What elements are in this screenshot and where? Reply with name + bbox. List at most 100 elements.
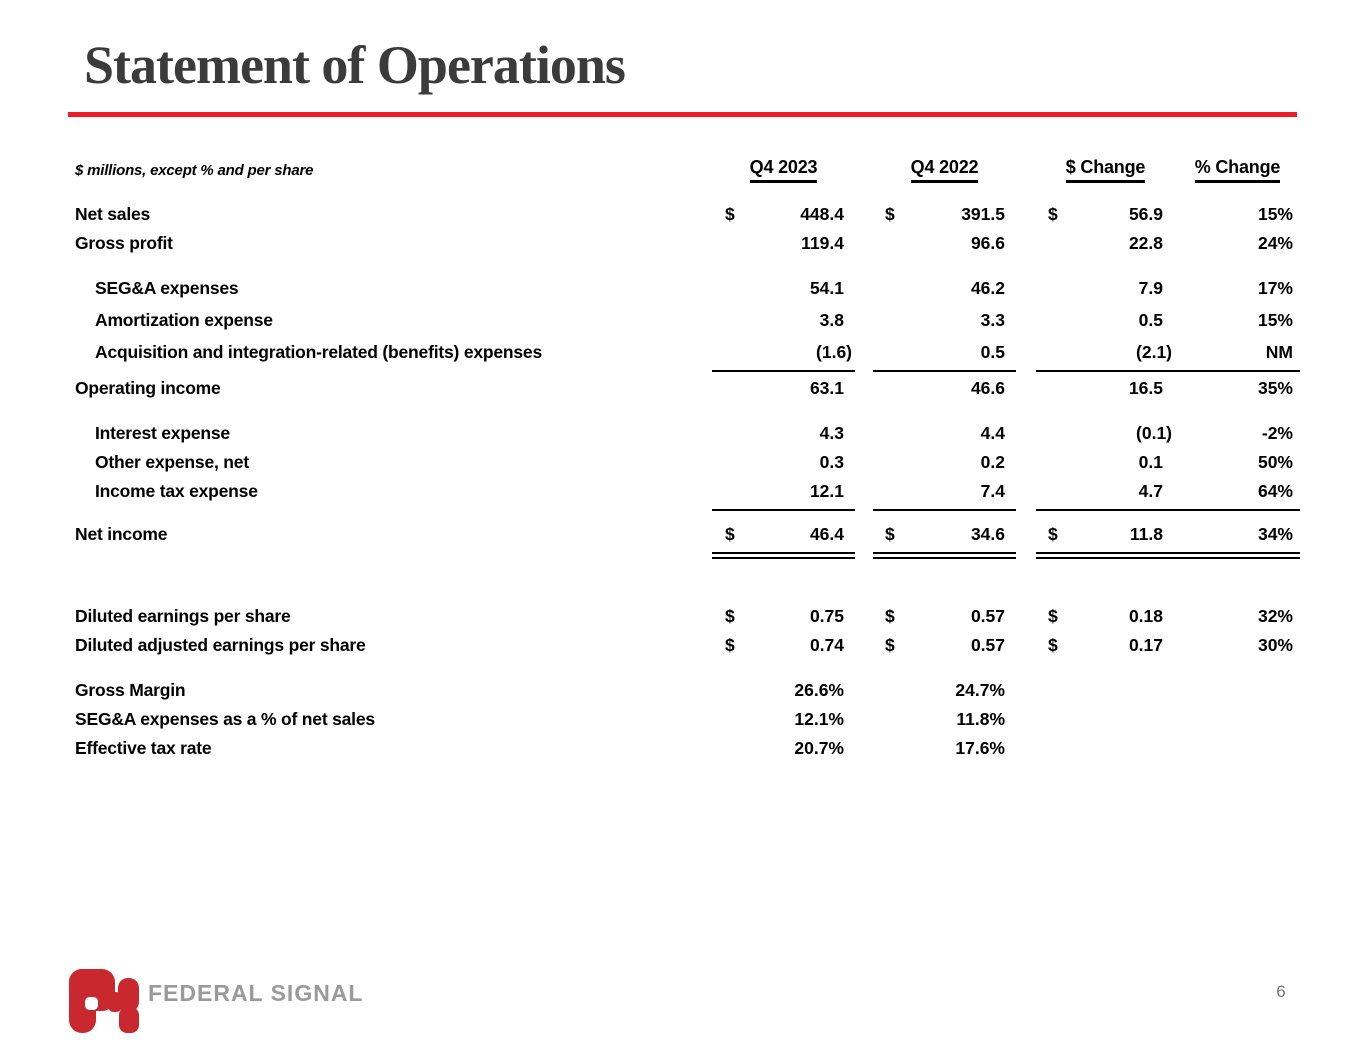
dollar-sign: $ [725,606,735,626]
value-cell: 24.7% [955,680,1005,700]
title-accent-rule [68,112,1297,117]
change-columns: $0.18 32% [1036,602,1300,631]
value-group-g2: 0.5 [873,338,1016,367]
column-header-q4-2023: Q4 2023 [712,155,855,183]
value-group-g1: 0.3 [712,448,855,477]
value-cell: 0.5 [1138,310,1163,330]
dollar-sign [1036,705,1078,734]
single-rule-row [75,370,1300,372]
value-cell: (2.1) [1136,342,1172,362]
value-group-g3 [1036,705,1175,734]
value-cell: 0.75 [809,606,844,626]
value-cell: 63.1 [809,378,844,398]
value-group-g1: 63.1 [712,374,855,403]
value-cell: 0.1 [1138,452,1163,472]
value-group-g3 [1036,734,1175,763]
value-cell: 96.6 [970,233,1005,253]
column-header-dollar-change: $ Change [1036,155,1175,183]
dollar-sign: $ [1048,606,1058,626]
units-note: $ millions, except % and per share [75,162,314,179]
dollar-sign [1036,734,1078,763]
value-cell: 0.3 [819,452,844,472]
value-group-g3: $0.17 [1036,631,1175,660]
dollar-sign [873,477,915,506]
dollar-sign [1036,676,1078,705]
table-header-row: $ millions, except % and per share Q4 20… [75,155,1300,183]
dollar-sign [712,448,755,477]
value-cell: 0.5 [980,342,1005,362]
value-cell: 0.74 [809,635,844,655]
rule-segment [873,552,1016,559]
dollar-sign [873,274,915,303]
pct-change-cell: 34% [1257,524,1293,544]
table-row: Income tax expense 12.1 7.4 4.7 64% [75,477,1300,506]
value-group-g3: 7.9 [1036,274,1175,303]
column-header-pct-change: % Change [1175,155,1300,183]
dollar-sign [712,306,755,335]
table-row: Effective tax rate 20.7% 17.6% [75,734,1300,763]
value-group-g1: 3.8 [712,306,855,335]
dollar-sign [712,419,755,448]
dollar-sign [873,229,915,258]
value-group-g3: 22.8 [1036,229,1175,258]
value-group-g1: 54.1 [712,274,855,303]
value-group-g3: $0.18 [1036,602,1175,631]
table-row: Amortization expense 3.8 3.3 0.5 15% [75,306,1300,335]
change-columns: (0.1) -2% [1036,419,1300,448]
row-label: Diluted adjusted earnings per share [75,635,366,655]
rule-segment [873,370,1016,372]
rule-segment [75,370,712,372]
pct-change-cell: 15% [1257,310,1293,330]
dollar-sign [712,734,755,763]
value-group-g2: 7.4 [873,477,1016,506]
rule-segment [712,509,855,511]
value-cell [1078,676,1175,705]
row-label: Operating income [75,378,221,398]
row-label: SEG&A expenses [95,278,239,298]
pct-change-cell: 50% [1257,452,1293,472]
row-label: Income tax expense [95,481,258,501]
value-group-g1: 4.3 [712,419,855,448]
dollar-sign: $ [885,606,895,626]
dollar-sign [1036,448,1078,477]
value-cell: 17.6% [955,738,1005,758]
rule-segment [712,370,855,372]
change-columns: 4.7 64% [1036,477,1300,506]
table-row: Net income $46.4 $34.6 $11.8 34% [75,520,1300,549]
pct-change-cell: 24% [1257,233,1293,253]
value-group-g1: $448.4 [712,200,855,229]
dollar-sign [1036,306,1078,335]
value-cell: 54.1 [809,278,844,298]
value-cell: 34.6 [970,524,1005,544]
table-body: Net sales $448.4 $391.5 $56.9 15% Gross profi… [75,200,1300,763]
value-cell: 46.6 [970,378,1005,398]
table-row: Diluted earnings per share $0.75 $0.57 $0.1… [75,602,1300,631]
value-group-g2: 4.4 [873,419,1016,448]
dollar-sign [873,338,915,367]
value-cell: 119.4 [801,233,844,253]
change-columns: 0.1 50% [1036,448,1300,477]
value-group-g1: $0.74 [712,631,855,660]
dollar-sign [873,705,915,734]
double-rule-row [75,552,1300,559]
value-group-g3: (0.1) [1036,419,1175,448]
value-cell: 0.17 [1128,635,1163,655]
rule-segment [1036,509,1300,511]
row-label: SEG&A expenses as a % of net sales [75,709,375,729]
value-cell: 22.8 [1128,233,1163,253]
rule-segment [75,509,712,511]
rule-segment [75,552,712,559]
table-row: Interest expense 4.3 4.4 (0.1) -2% [75,419,1300,448]
value-cell: 4.7 [1138,481,1163,501]
dollar-sign: $ [1048,635,1058,655]
value-group-g3: $11.8 [1036,520,1175,549]
change-columns: 7.9 17% [1036,274,1300,303]
table-row: Diluted adjusted earnings per share $0.74… [75,631,1300,660]
pct-change-cell: 30% [1257,635,1293,655]
pct-change-cell: NM [1265,342,1293,362]
dollar-sign [712,374,755,403]
value-group-g2: 96.6 [873,229,1016,258]
dollar-sign [1036,477,1078,506]
table-row: SEG&A expenses 54.1 46.2 7.9 17% [75,274,1300,303]
dollar-sign [712,477,755,506]
